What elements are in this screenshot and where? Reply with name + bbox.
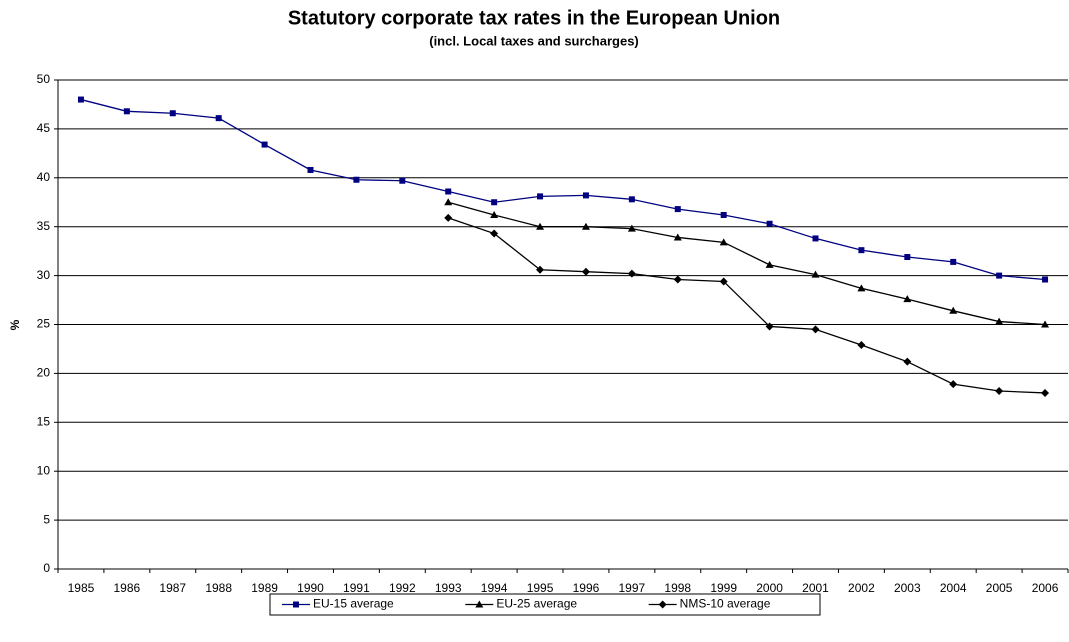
x-tick-label: 2002 xyxy=(848,581,875,595)
marker xyxy=(475,600,484,608)
y-tick-label: 5 xyxy=(43,512,50,526)
marker xyxy=(353,176,360,183)
legend-box xyxy=(269,593,821,616)
y-tick-label: 20 xyxy=(37,366,51,380)
marker xyxy=(627,224,636,232)
x-tick-label: 1995 xyxy=(527,581,554,595)
marker xyxy=(720,211,727,218)
legend-label: EU-15 average xyxy=(313,597,394,611)
x-tick-label: 2004 xyxy=(940,581,967,595)
marker xyxy=(673,233,682,241)
marker xyxy=(445,188,452,195)
marker xyxy=(904,254,911,261)
chart-title: Statutory corporate tax rates in the Eur… xyxy=(288,7,780,29)
marker xyxy=(903,357,912,366)
marker xyxy=(1041,388,1050,397)
marker xyxy=(627,269,636,278)
series-line xyxy=(448,201,1046,326)
marker xyxy=(536,265,545,274)
y-tick-label: 45 xyxy=(37,121,51,135)
marker xyxy=(581,267,590,276)
marker xyxy=(674,206,681,213)
marker xyxy=(399,177,406,184)
marker xyxy=(995,387,1004,396)
marker xyxy=(765,322,774,331)
marker xyxy=(444,198,453,206)
y-tick-label: 35 xyxy=(37,219,51,233)
x-tick-label: 1994 xyxy=(481,581,508,595)
marker xyxy=(903,295,912,303)
y-axis-label: % xyxy=(8,319,22,330)
marker xyxy=(490,210,499,218)
marker xyxy=(490,229,499,238)
marker xyxy=(628,196,635,203)
y-tick-label: 15 xyxy=(37,414,51,428)
y-tick-label: 10 xyxy=(37,463,51,477)
x-tick-label: 1989 xyxy=(251,581,278,595)
x-tick-label: 2005 xyxy=(986,581,1013,595)
marker xyxy=(444,213,453,222)
x-tick-label: 1985 xyxy=(68,581,95,595)
marker xyxy=(581,222,590,230)
marker xyxy=(1042,276,1049,283)
series-line xyxy=(80,98,1046,281)
marker xyxy=(658,600,667,609)
y-tick-label: 50 xyxy=(37,72,51,86)
x-tick-label: 2000 xyxy=(756,581,783,595)
marker xyxy=(77,96,84,103)
marker xyxy=(812,235,819,242)
marker xyxy=(261,141,268,148)
series-line xyxy=(448,217,1046,394)
marker xyxy=(766,220,773,227)
x-tick-label: 1991 xyxy=(343,581,370,595)
x-tick-label: 2001 xyxy=(802,581,829,595)
x-tick-label: 2006 xyxy=(1032,581,1059,595)
marker xyxy=(491,199,498,206)
x-tick-label: 1997 xyxy=(619,581,646,595)
marker xyxy=(293,601,299,608)
legend-label: EU-25 average xyxy=(496,597,577,611)
y-tick-label: 25 xyxy=(37,317,51,331)
marker xyxy=(996,272,1003,279)
marker xyxy=(950,258,957,265)
y-tick-label: 40 xyxy=(37,170,51,184)
marker xyxy=(995,317,1004,325)
marker xyxy=(857,341,866,350)
marker xyxy=(811,270,820,278)
x-tick-label: 1988 xyxy=(205,581,232,595)
x-tick-label: 1987 xyxy=(159,581,186,595)
marker xyxy=(123,108,130,115)
marker xyxy=(307,166,314,173)
marker xyxy=(719,277,728,286)
x-tick-label: 1990 xyxy=(297,581,324,595)
y-tick-label: 30 xyxy=(37,268,51,282)
marker xyxy=(582,192,589,199)
x-tick-label: 2003 xyxy=(894,581,921,595)
marker xyxy=(949,306,958,314)
marker xyxy=(169,110,176,117)
marker xyxy=(215,115,222,122)
marker xyxy=(537,193,544,200)
chart-subtitle: (incl. Local taxes and surcharges) xyxy=(429,33,639,48)
marker xyxy=(673,275,682,284)
x-tick-label: 1998 xyxy=(664,581,691,595)
x-tick-label: 1999 xyxy=(710,581,737,595)
x-tick-label: 1996 xyxy=(573,581,600,595)
marker xyxy=(765,260,774,268)
marker xyxy=(811,325,820,334)
marker xyxy=(719,238,728,246)
x-tick-label: 1986 xyxy=(114,581,141,595)
legend-label: NMS-10 average xyxy=(680,597,771,611)
marker xyxy=(1041,320,1050,328)
marker xyxy=(949,380,958,389)
x-tick-label: 1993 xyxy=(435,581,462,595)
marker xyxy=(536,222,545,230)
marker xyxy=(857,284,866,292)
y-tick-label: 0 xyxy=(43,561,50,575)
x-tick-label: 1992 xyxy=(389,581,416,595)
marker xyxy=(858,247,865,254)
